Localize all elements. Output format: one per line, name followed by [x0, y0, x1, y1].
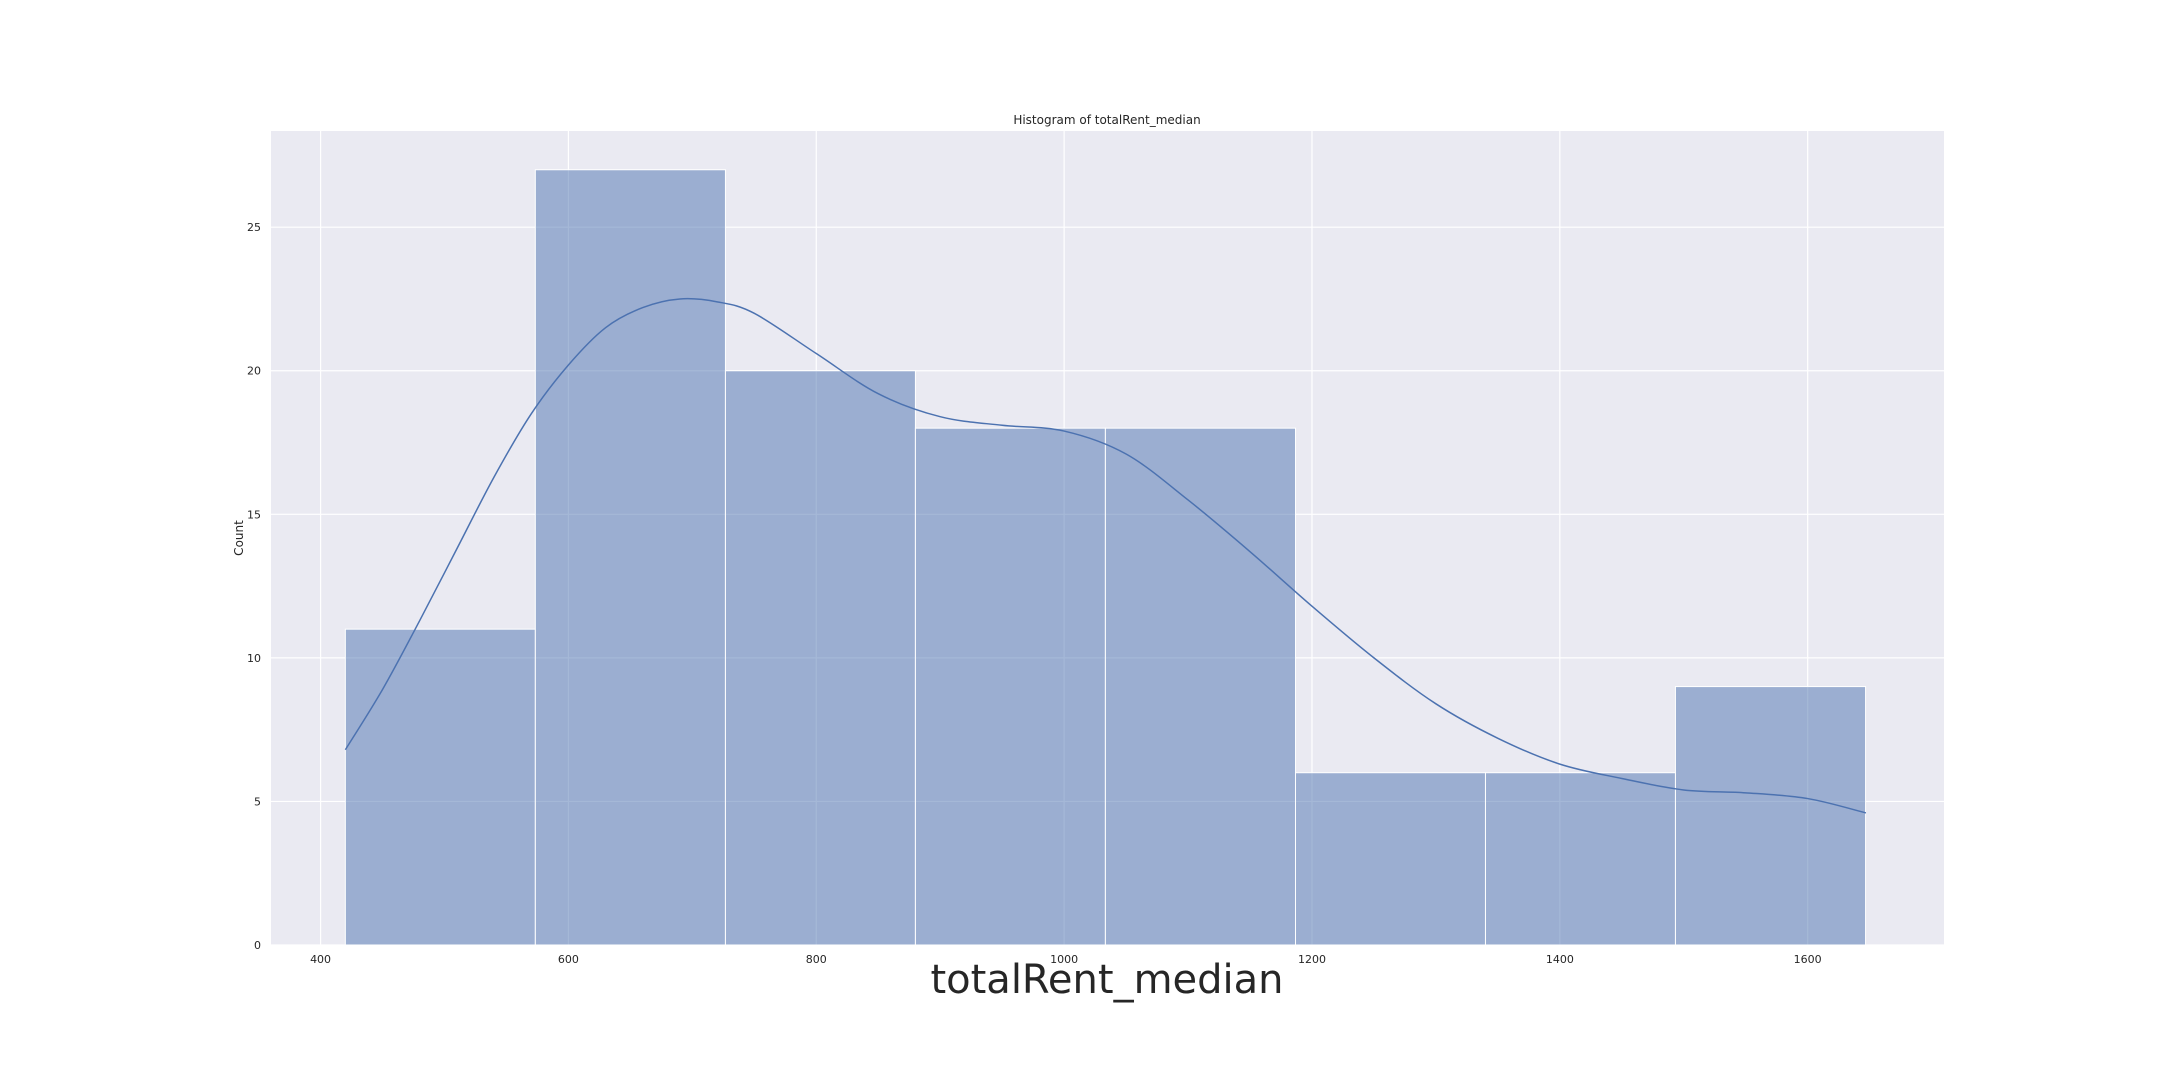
- histogram-bars: [344, 169, 1867, 946]
- y-tick-label: 15: [247, 508, 261, 521]
- x-tick-label: 1200: [1298, 953, 1326, 966]
- y-tick-label: 25: [247, 221, 261, 234]
- y-axis-label: Count: [232, 520, 246, 556]
- y-tick-label: 5: [254, 795, 261, 808]
- y-tick-label: 10: [247, 652, 261, 665]
- histogram-bar: [1104, 427, 1296, 946]
- x-tick-label: 1400: [1546, 953, 1574, 966]
- y-tick-label: 0: [254, 939, 261, 952]
- chart-title: Histogram of totalRent_median: [1013, 113, 1200, 127]
- histogram-bar: [724, 370, 916, 946]
- x-tick-label: 400: [310, 953, 331, 966]
- kde-curve: [344, 297, 1867, 814]
- histogram-bar: [534, 169, 726, 946]
- histogram-bar: [914, 427, 1106, 946]
- histogram-bar: [1294, 772, 1486, 946]
- x-tick-label: 1000: [1050, 953, 1078, 966]
- x-tick-label: 800: [806, 953, 827, 966]
- y-tick-label: 20: [247, 365, 261, 378]
- tick-labels: 400 600 800 1000 1200 1400 1600 0 5 10 15 20 25: [247, 221, 1822, 966]
- x-axis-label: totalRent_median: [930, 957, 1283, 1003]
- histogram-bar: [1484, 772, 1676, 946]
- histogram-bar: [1674, 686, 1867, 946]
- x-tick-label: 1600: [1794, 953, 1822, 966]
- x-tick-label: 600: [558, 953, 579, 966]
- histogram-bar: [344, 628, 536, 946]
